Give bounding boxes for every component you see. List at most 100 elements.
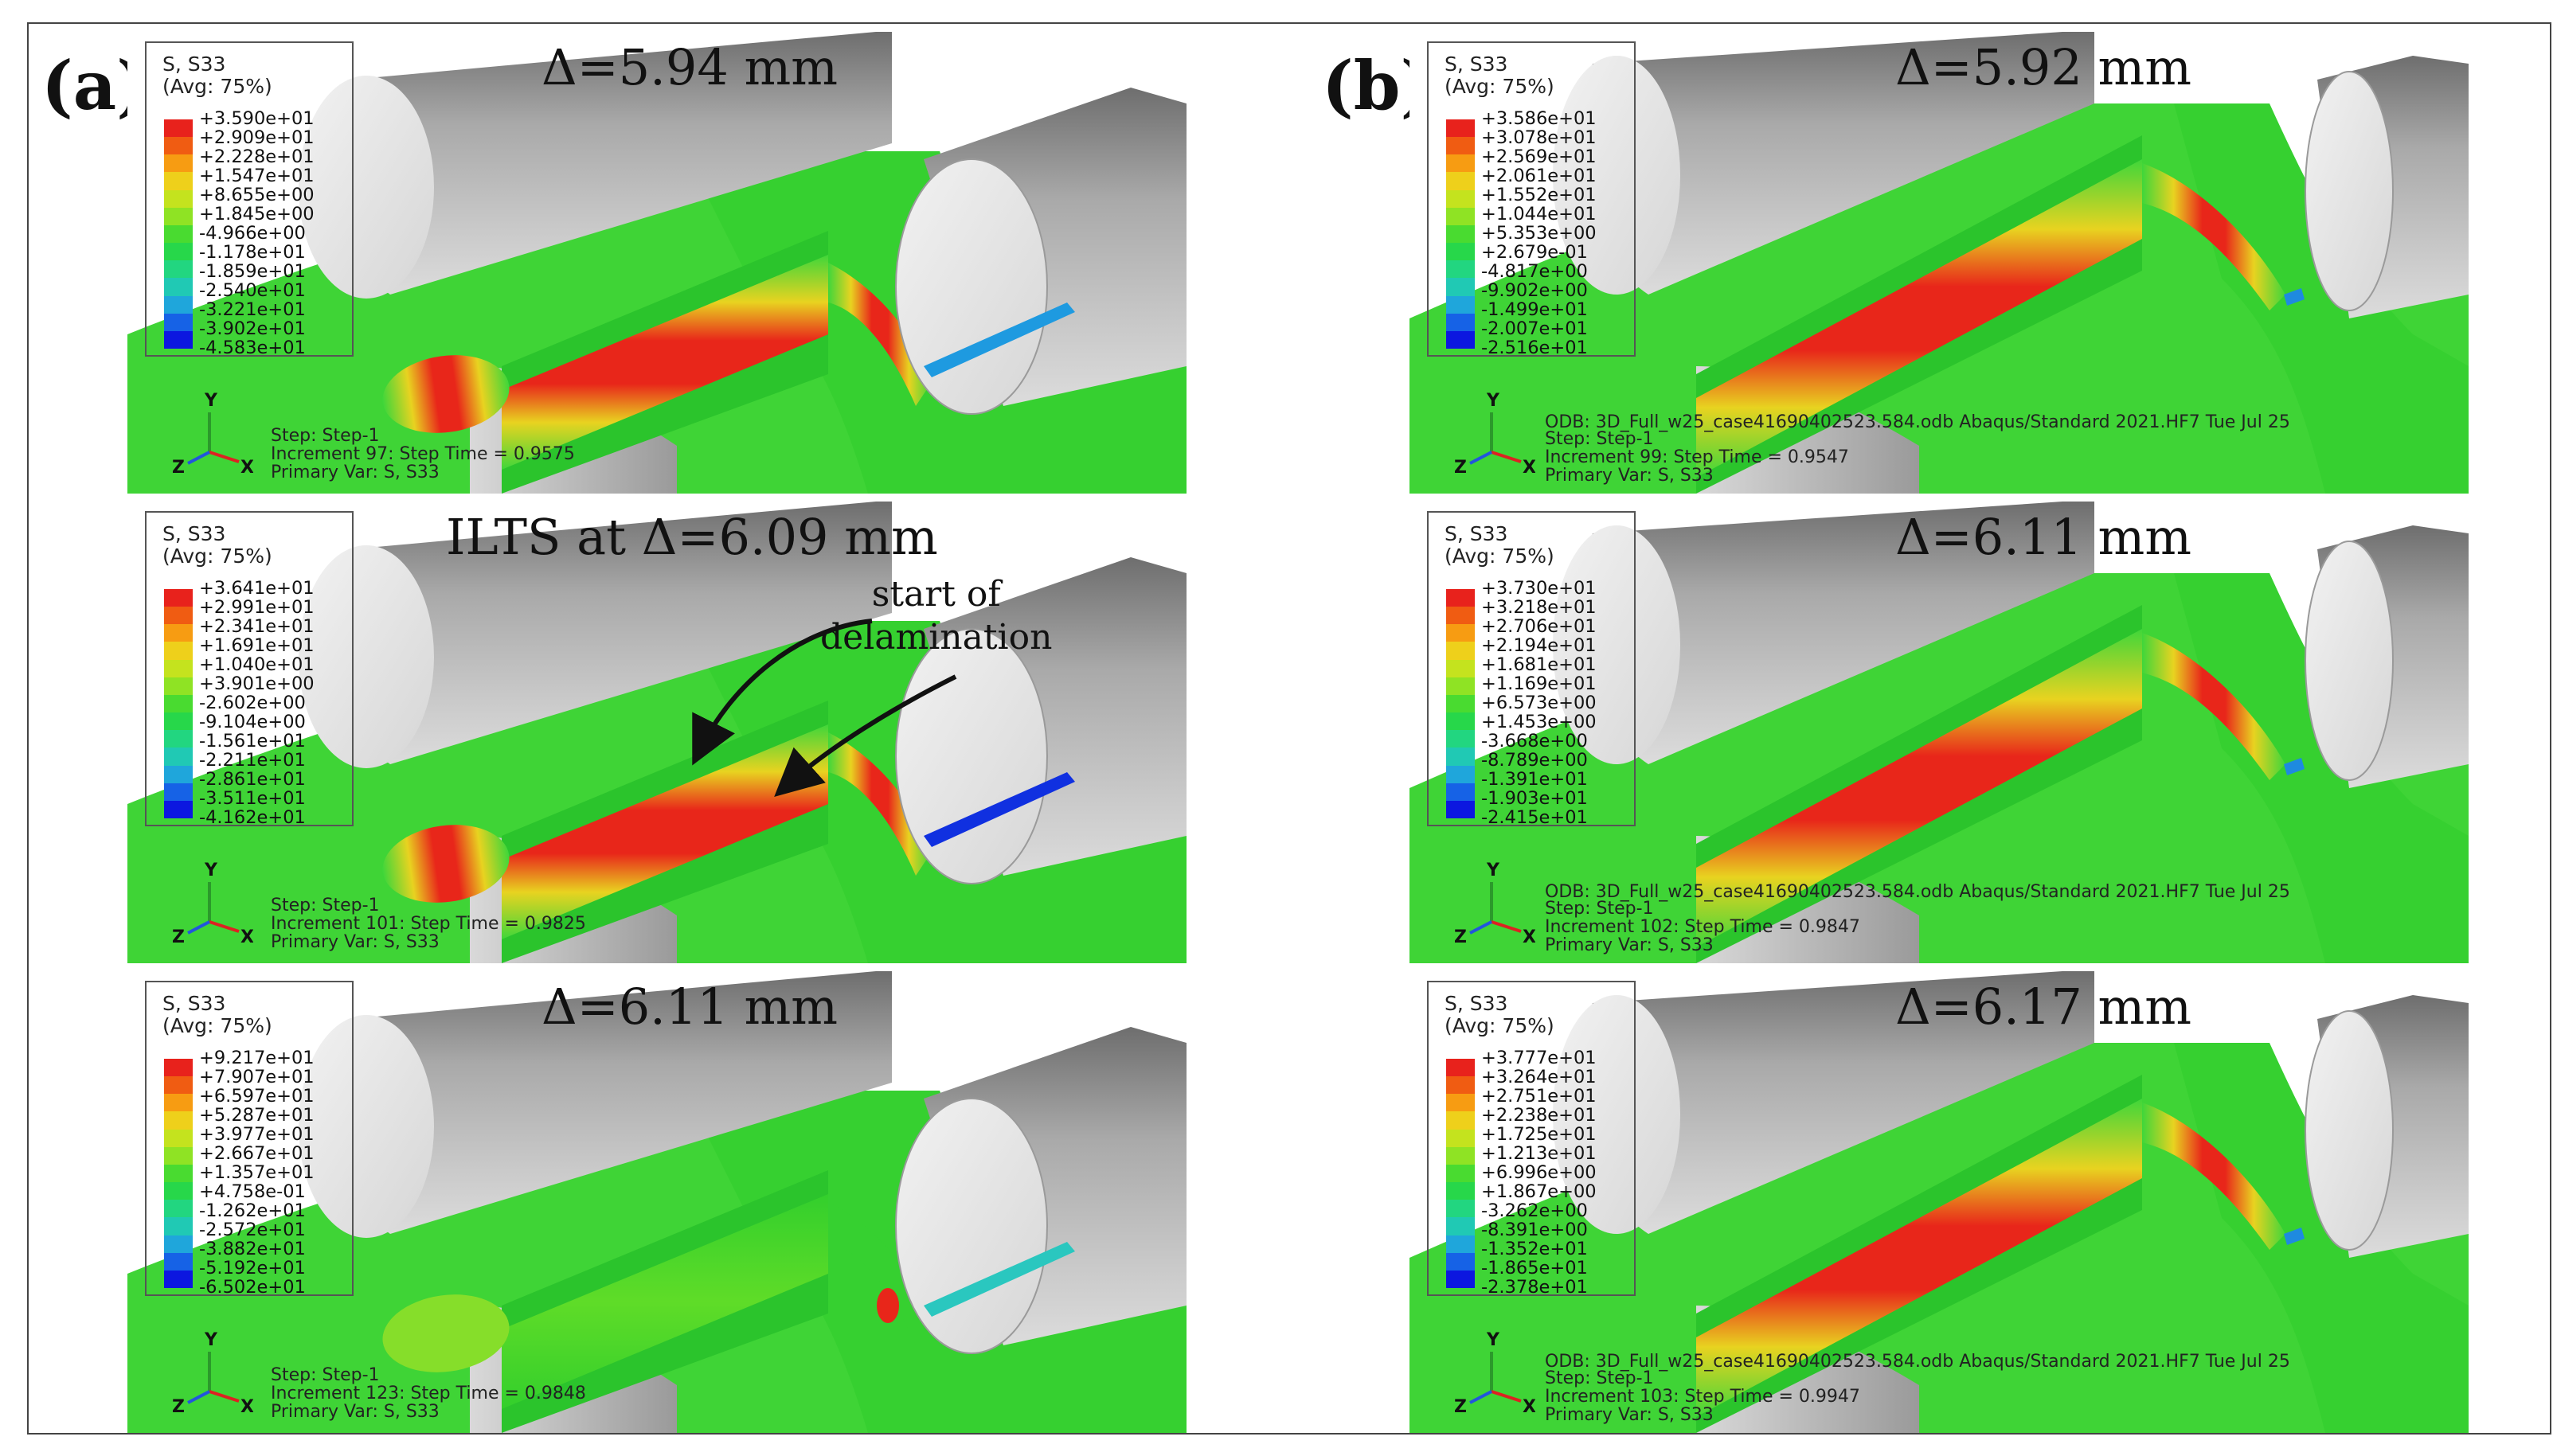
color-swatch bbox=[164, 313, 193, 331]
color-swatch bbox=[1446, 712, 1475, 731]
displacement-title: Δ=6.11 mm bbox=[1895, 508, 2192, 566]
axis-z bbox=[1469, 1390, 1492, 1404]
axis-x-label: X bbox=[240, 927, 253, 947]
axis-y-label: Y bbox=[204, 861, 218, 880]
legend-tick-label: +5.353e+00 bbox=[1481, 223, 1597, 244]
step-info-line: Increment 102: Step Time = 0.9847 bbox=[1545, 917, 1860, 937]
coordinate-triad: Y Z X bbox=[172, 1330, 253, 1417]
axis-z-label: Z bbox=[172, 458, 185, 478]
upper-cylinder bbox=[338, 32, 892, 295]
color-swatch bbox=[1446, 1252, 1475, 1271]
legend-averaging: (Avg: 75%) bbox=[1445, 75, 1554, 98]
axis-x-label: X bbox=[240, 1397, 253, 1417]
right-cylinder-end bbox=[895, 158, 1048, 415]
displacement-title: Δ=6.11 mm bbox=[541, 978, 839, 1036]
legend-tick-label: +9.217e+01 bbox=[199, 1048, 315, 1068]
legend-tick-label: +7.907e+01 bbox=[199, 1067, 315, 1087]
contour-panel-a1: S, S33 (Avg: 75%) +3.590e+01 +2.909e+01 +2.2… bbox=[127, 32, 1187, 494]
color-swatch bbox=[1446, 330, 1475, 349]
color-swatch bbox=[164, 119, 193, 138]
color-swatch bbox=[164, 589, 193, 607]
color-scale-bar bbox=[1446, 119, 1475, 349]
contour-panel-a3: S, S33 (Avg: 75%) +9.217e+01 +7.907e+01 +6.5… bbox=[127, 971, 1187, 1433]
upper-cylinder-end bbox=[1553, 56, 1680, 295]
color-swatch bbox=[164, 694, 193, 713]
axis-z-label: Z bbox=[172, 1397, 185, 1417]
contour-panel-a2: S, S33 (Avg: 75%) +3.641e+01 +2.991e+01 +2.3… bbox=[127, 502, 1187, 963]
legend-tick-label: -9.104e+00 bbox=[199, 712, 306, 732]
contour-panel-b1: S, S33 (Avg: 75%) +3.586e+01 +3.078e+01 +2.5… bbox=[1409, 32, 2469, 494]
legend-tick-label: +3.977e+01 bbox=[199, 1124, 315, 1145]
color-swatch bbox=[1446, 1094, 1475, 1112]
step-info-line: Step: Step-1 bbox=[271, 1365, 380, 1385]
fillet-hotspot bbox=[382, 355, 510, 433]
legend-variable: S, S33 bbox=[162, 992, 226, 1015]
color-swatch bbox=[1446, 1164, 1475, 1183]
color-swatch bbox=[164, 1200, 193, 1218]
legend-tick-label: +3.777e+01 bbox=[1481, 1048, 1597, 1068]
legend-tick-label: -1.865e+01 bbox=[1481, 1258, 1588, 1278]
legend-tick-label: +3.586e+01 bbox=[1481, 108, 1597, 129]
legend-tick-label: +1.169e+01 bbox=[1481, 673, 1597, 694]
legend-variable: S, S33 bbox=[1445, 522, 1508, 545]
arrow-2 bbox=[774, 674, 957, 798]
legend-tick-label: -3.221e+01 bbox=[199, 299, 306, 320]
step-info: Step: Step-1 Increment 123: Step Time = 0… bbox=[271, 1366, 586, 1421]
color-swatch bbox=[1446, 260, 1475, 279]
legend-tick-label: -4.162e+01 bbox=[199, 807, 306, 828]
step-info-line: Step: Step-1 bbox=[1545, 429, 1654, 449]
red-stress-band bbox=[502, 724, 828, 939]
legend-tick-label: +2.569e+01 bbox=[1481, 146, 1597, 167]
red-stress-band bbox=[1696, 629, 2142, 947]
displacement-title: Δ=5.92 mm bbox=[1895, 38, 2192, 96]
color-swatch bbox=[1446, 783, 1475, 801]
color-swatch bbox=[164, 1129, 193, 1147]
legend-averaging: (Avg: 75%) bbox=[1445, 1014, 1554, 1037]
fillet-hotspot bbox=[382, 825, 510, 903]
color-swatch bbox=[1446, 313, 1475, 331]
contact-strip bbox=[924, 772, 1075, 847]
legend-tick-label: +3.590e+01 bbox=[199, 108, 315, 129]
axis-x-label: X bbox=[1523, 927, 1535, 947]
step-info-line: Primary Var: S, S33 bbox=[271, 463, 440, 482]
fillet-hotspot bbox=[382, 1294, 510, 1372]
upper-cylinder bbox=[338, 971, 892, 1234]
legend-tick-label: -1.561e+01 bbox=[199, 731, 306, 751]
legend-tick-label: +3.641e+01 bbox=[199, 578, 315, 599]
color-swatch bbox=[164, 295, 193, 314]
legend-tick-label: -4.817e+00 bbox=[1481, 261, 1588, 282]
red-stress-band bbox=[1696, 1099, 2142, 1417]
contour-legend: S, S33 (Avg: 75%) +9.217e+01 +7.907e+01 +6.5… bbox=[145, 981, 354, 1296]
color-swatch bbox=[164, 1076, 193, 1095]
contact-strip bbox=[924, 303, 1075, 377]
legend-variable: S, S33 bbox=[1445, 992, 1508, 1015]
contact-hotspot bbox=[2284, 288, 2305, 306]
legend-tick-label: -2.540e+01 bbox=[199, 280, 306, 301]
legend-tick-label: -8.391e+00 bbox=[1481, 1220, 1588, 1240]
legend-tick-label: -4.966e+00 bbox=[199, 223, 306, 244]
legend-averaging: (Avg: 75%) bbox=[1445, 545, 1554, 568]
legend-tick-label: +1.213e+01 bbox=[1481, 1143, 1597, 1164]
color-swatch bbox=[164, 278, 193, 296]
color-swatch bbox=[164, 189, 193, 208]
step-info-line: Primary Var: S, S33 bbox=[1545, 1405, 1714, 1425]
upper-cylinder-end bbox=[299, 1015, 434, 1238]
bend-hotspot bbox=[2142, 1103, 2285, 1250]
legend-tick-label: +3.078e+01 bbox=[1481, 127, 1597, 148]
legend-tick-label: +1.691e+01 bbox=[199, 635, 315, 656]
legend-tick-label: -1.178e+01 bbox=[199, 242, 306, 263]
fe-model-view bbox=[1409, 971, 2469, 1433]
axis-x-label: X bbox=[1523, 1397, 1535, 1417]
axis-z-label: Z bbox=[1454, 458, 1467, 478]
color-swatch bbox=[1446, 589, 1475, 607]
legend-tick-label: -6.502e+01 bbox=[199, 1277, 306, 1298]
legend-tick-label: +8.655e+00 bbox=[199, 185, 315, 205]
legend-tick-label: -3.262e+00 bbox=[1481, 1200, 1588, 1221]
legend-tick-label: +1.040e+01 bbox=[199, 654, 315, 675]
upper-cylinder-end bbox=[1553, 525, 1680, 764]
legend-tick-label: +1.867e+00 bbox=[1481, 1181, 1597, 1202]
red-stress-band bbox=[1696, 159, 2142, 478]
contact-strip bbox=[924, 1242, 1075, 1317]
axis-x bbox=[209, 1390, 240, 1403]
legend-tick-label: -4.583e+01 bbox=[199, 338, 306, 358]
